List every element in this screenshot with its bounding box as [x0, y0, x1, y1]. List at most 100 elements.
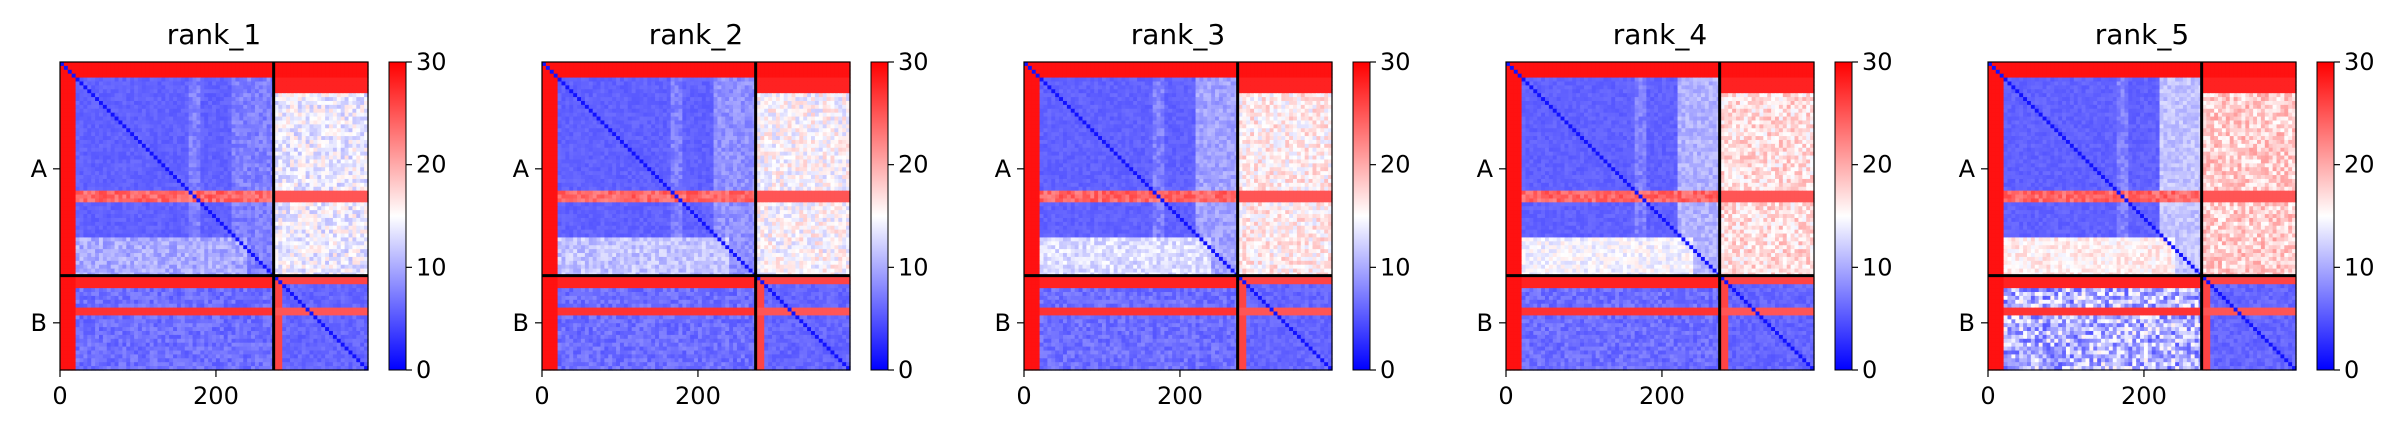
- heatmap-cell: [114, 210, 120, 215]
- heatmap-cell: [356, 280, 361, 285]
- heatmap-cell: [75, 186, 81, 192]
- heatmap-cell: [212, 108, 217, 114]
- heatmap-cell: [110, 104, 116, 110]
- heatmap-cell: [251, 124, 256, 129]
- heatmap-cell: [243, 182, 248, 188]
- heatmap-cell: [360, 62, 365, 67]
- heatmap-cell: [340, 292, 346, 297]
- heatmap-cell: [130, 198, 135, 203]
- heatmap-cell: [79, 210, 84, 215]
- heatmap-cell: [114, 97, 120, 102]
- heatmap-cell: [348, 112, 354, 118]
- heatmap-cell: [329, 124, 334, 129]
- heatmap-cell: [235, 73, 240, 79]
- heatmap-cell: [247, 89, 252, 94]
- heatmap-cell: [247, 62, 252, 67]
- heatmap-cell: [161, 171, 166, 176]
- heatmap-cell: [188, 217, 194, 223]
- heatmap-cell: [114, 62, 120, 67]
- heatmap-cell: [173, 112, 178, 118]
- heatmap-cell: [332, 97, 338, 102]
- heatmap-cell: [134, 139, 139, 145]
- heatmap-cell: [176, 182, 182, 188]
- heatmap-cell: [254, 73, 260, 79]
- heatmap-cell: [176, 93, 182, 98]
- heatmap-cell: [313, 93, 318, 98]
- heatmap-cell: [130, 214, 135, 219]
- heatmap-cell: [321, 284, 326, 289]
- heatmap-cell: [340, 253, 346, 258]
- heatmap-cell: [251, 151, 256, 157]
- heatmap-cell: [212, 93, 217, 98]
- heatmap-cell: [165, 229, 170, 235]
- heatmap-cell: [266, 217, 272, 223]
- heatmap-cell: [118, 93, 123, 98]
- heatmap-cell: [83, 116, 88, 122]
- heatmap-cell: [83, 237, 88, 242]
- heatmap-cell: [254, 256, 260, 262]
- heatmap-cell: [196, 136, 201, 141]
- heatmap-cell: [317, 73, 322, 79]
- heatmap-cell: [364, 124, 369, 129]
- heatmap-cell: [134, 100, 139, 106]
- heatmap-cell: [227, 89, 233, 94]
- heatmap-cell: [332, 178, 338, 184]
- heatmap-cell: [137, 194, 143, 200]
- heatmap-cell: [239, 292, 244, 297]
- heatmap-cell: [149, 69, 155, 75]
- heatmap-cell: [141, 202, 147, 207]
- heatmap-cell: [223, 292, 229, 297]
- heatmap-cell: [184, 100, 190, 106]
- heatmap-cell: [305, 288, 311, 293]
- heatmap-cell: [106, 194, 112, 200]
- heatmap-cell: [235, 198, 240, 203]
- heatmap-cell: [352, 256, 357, 262]
- heatmap-cell: [297, 155, 303, 161]
- heatmap-cell: [204, 178, 209, 184]
- heatmap-cell: [266, 178, 272, 184]
- heatmap-cell: [305, 194, 311, 200]
- heatmap-cell: [274, 128, 279, 133]
- heatmap-cell: [219, 139, 225, 145]
- heatmap-cell: [106, 143, 112, 149]
- heatmap-cell: [126, 182, 131, 188]
- heatmap-cell: [243, 124, 248, 129]
- heatmap-cell: [184, 73, 190, 79]
- heatmap-cell: [309, 112, 315, 118]
- heatmap-cell: [169, 280, 174, 285]
- heatmap-cell: [274, 89, 279, 94]
- heatmap-cell: [282, 139, 287, 145]
- heatmap-cell: [192, 268, 198, 274]
- heatmap-cell: [305, 81, 311, 86]
- heatmap-cell: [184, 182, 190, 188]
- heatmap-cell: [344, 221, 350, 227]
- heatmap-cell: [118, 120, 123, 125]
- heatmap-cell: [223, 233, 229, 239]
- heatmap-cell: [165, 104, 170, 110]
- heatmap-cell: [340, 299, 346, 305]
- heatmap-cell: [63, 288, 69, 293]
- heatmap-cell: [251, 155, 256, 161]
- heatmap-cell: [173, 256, 178, 262]
- heatmap-cell: [247, 112, 252, 118]
- heatmap-cell: [130, 85, 135, 90]
- heatmap-cell: [301, 264, 307, 270]
- heatmap-cell: [356, 299, 361, 305]
- heatmap-cell: [227, 69, 233, 75]
- heatmap-cell: [348, 136, 354, 141]
- heatmap-cell: [110, 264, 116, 270]
- heatmap-cell: [145, 202, 151, 207]
- heatmap-cell: [219, 97, 225, 102]
- heatmap-cell: [321, 264, 326, 270]
- heatmap-cell: [184, 210, 190, 215]
- heatmap-cell: [161, 182, 166, 188]
- heatmap-cell: [243, 241, 248, 246]
- heatmap-cell: [336, 217, 342, 223]
- heatmap-cell: [364, 65, 369, 71]
- heatmap-cell: [141, 303, 147, 309]
- heatmap-cell: [83, 256, 88, 262]
- heatmap-cell: [340, 116, 346, 122]
- heatmap-cell: [348, 186, 354, 192]
- heatmap-cell: [352, 69, 357, 75]
- heatmap-cell: [278, 77, 283, 83]
